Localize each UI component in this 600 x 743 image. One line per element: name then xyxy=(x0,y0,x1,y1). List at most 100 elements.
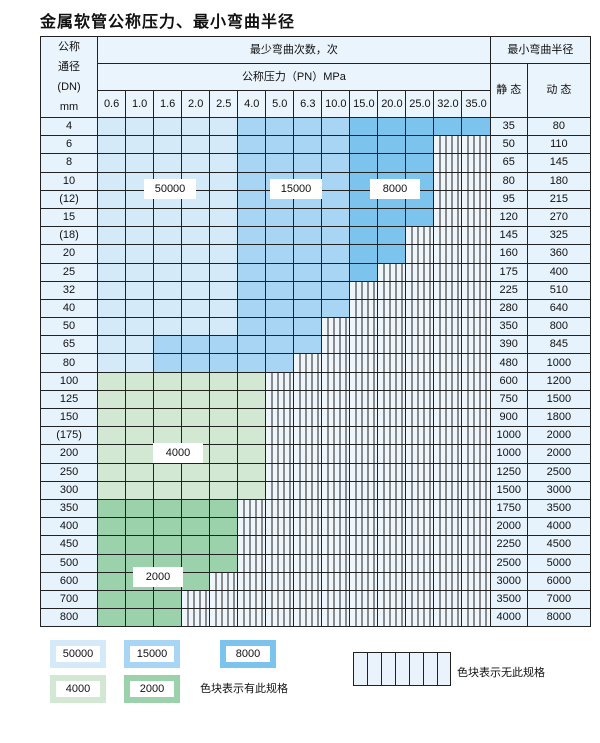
spec-cell xyxy=(237,280,267,300)
spec-cell xyxy=(237,189,267,209)
spec-cell xyxy=(125,262,155,282)
no-spec-cell xyxy=(349,462,379,482)
spec-cell xyxy=(125,298,155,319)
dynamic-radius-cell: 110 xyxy=(526,135,592,155)
no-spec-cell xyxy=(321,389,351,410)
spec-cell xyxy=(181,462,211,482)
spec-cell xyxy=(237,135,267,155)
spec-cell xyxy=(181,553,211,573)
spec-cell xyxy=(153,317,183,337)
no-spec-cell xyxy=(237,535,267,555)
no-spec-cell xyxy=(433,426,463,446)
spec-cell xyxy=(181,571,211,591)
legend-2000: 2000 xyxy=(124,675,180,703)
no-spec-cell xyxy=(405,317,435,337)
legend-4000: 4000 xyxy=(50,675,106,703)
static-radius-cell: 1500 xyxy=(489,480,528,500)
table-row: 20 160 360 xyxy=(39,244,592,264)
dynamic-radius-cell: 4000 xyxy=(526,517,592,537)
no-spec-cell xyxy=(265,589,295,610)
table-row: 125 750 1500 xyxy=(39,389,592,410)
legend-50000: 50000 xyxy=(50,640,106,668)
spec-cell xyxy=(153,462,183,482)
spec-cell xyxy=(97,426,127,446)
pressure-col-header: 25.0 xyxy=(405,90,435,118)
no-spec-cell xyxy=(293,608,323,628)
spec-cell xyxy=(153,608,183,628)
spec-cell xyxy=(293,135,323,155)
no-spec-cell xyxy=(237,517,267,537)
no-spec-cell xyxy=(293,517,323,537)
no-spec-cell xyxy=(405,407,435,428)
spec-cell xyxy=(153,207,183,228)
dn-cell: 125 xyxy=(39,389,99,410)
dn-header-line: (DN) xyxy=(57,81,81,93)
table-row: 25 175 400 xyxy=(39,262,592,282)
no-spec-cell xyxy=(377,517,407,537)
spec-cell xyxy=(321,135,351,155)
no-spec-cell xyxy=(461,207,491,228)
pressure-col-header: 2.0 xyxy=(181,90,211,118)
spec-cell xyxy=(209,462,239,482)
static-radius-cell: 1000 xyxy=(489,426,528,446)
dynamic-radius-cell: 1800 xyxy=(526,407,592,428)
spec-cell xyxy=(349,135,379,155)
static-radius-cell: 95 xyxy=(489,189,528,209)
no-spec-cell xyxy=(405,462,435,482)
static-radius-cell: 80 xyxy=(489,171,528,191)
spec-cell xyxy=(125,426,155,446)
spec-cell xyxy=(153,353,183,373)
spec-cell xyxy=(209,444,239,464)
dynamic-radius-cell: 2500 xyxy=(526,462,592,482)
static-radius-cell: 600 xyxy=(489,371,528,391)
no-spec-cell xyxy=(321,371,351,391)
no-spec-cell xyxy=(349,480,379,500)
static-header: 静 态 xyxy=(489,63,528,118)
spec-cell xyxy=(97,608,127,628)
spec-cell xyxy=(97,171,127,191)
spec-cell xyxy=(97,317,127,337)
no-spec-cell xyxy=(321,553,351,573)
no-spec-cell xyxy=(433,207,463,228)
spec-cell xyxy=(321,298,351,319)
dn-cell: 150 xyxy=(39,407,99,428)
spec-cell xyxy=(321,262,351,282)
dynamic-radius-cell: 7000 xyxy=(526,589,592,610)
spec-cell xyxy=(209,498,239,519)
spec-cell xyxy=(209,553,239,573)
no-spec-cell xyxy=(265,571,295,591)
table-row: 65 390 845 xyxy=(39,335,592,355)
no-spec-cell xyxy=(377,426,407,446)
dynamic-radius-cell: 1500 xyxy=(526,389,592,410)
spec-cell xyxy=(153,389,183,410)
dynamic-radius-cell: 180 xyxy=(526,171,592,191)
no-spec-cell xyxy=(433,517,463,537)
spec-cell xyxy=(237,426,267,446)
spec-cell xyxy=(209,207,239,228)
spec-cell xyxy=(321,153,351,173)
no-spec-cell xyxy=(321,535,351,555)
spec-cell xyxy=(209,317,239,337)
no-spec-cell xyxy=(405,608,435,628)
pressure-header: 公称压力（PN）MPa xyxy=(97,63,491,91)
no-spec-cell xyxy=(265,407,295,428)
static-radius-cell: 390 xyxy=(489,335,528,355)
dynamic-radius-cell: 845 xyxy=(526,335,592,355)
no-spec-cell xyxy=(377,571,407,591)
spec-cell xyxy=(293,244,323,264)
dn-cell: 250 xyxy=(39,462,99,482)
no-spec-cell xyxy=(433,244,463,264)
spec-cell xyxy=(293,317,323,337)
pressure-col-header: 6.3 xyxy=(293,90,323,118)
spec-cell xyxy=(237,335,267,355)
no-spec-cell xyxy=(293,353,323,373)
spec-cell xyxy=(153,226,183,246)
no-spec-cell xyxy=(293,498,323,519)
no-spec-cell xyxy=(433,353,463,373)
static-radius-cell: 145 xyxy=(489,226,528,246)
spec-cell xyxy=(181,116,211,137)
no-spec-cell xyxy=(433,571,463,591)
no-spec-cell xyxy=(265,498,295,519)
spec-cell xyxy=(265,280,295,300)
no-spec-cell xyxy=(461,189,491,209)
